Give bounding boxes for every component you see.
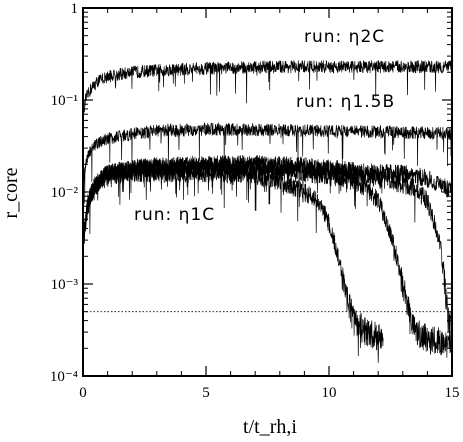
y-tick-label: 1 [71,1,79,17]
annotation-eta15b: run: η1.5B [296,92,395,112]
series-line-6 [82,163,384,363]
y-tick-label: 10⁻² [51,185,79,201]
x-tick-label: 10 [322,385,337,401]
y-tick-label: 10⁻⁴ [50,369,78,385]
tick-labels-layer: 0 5 10 15 10⁻⁴ 10⁻³ 10⁻² 10⁻¹ 1 [50,1,460,401]
x-tick-label: 0 [79,385,87,401]
series-line-4 [82,157,453,346]
x-axis-title: t/t_rh,i [243,416,297,438]
y-axis-title: r_core [0,167,22,218]
x-tick-label: 15 [445,385,460,401]
series-line-2 [82,122,453,204]
annotation-eta1c: run: η1C [134,205,215,225]
series-line-1 [82,60,453,126]
y-tick-label: 10⁻¹ [51,93,78,109]
ticks-layer [82,7,453,377]
annotation-eta2c: run: η2C [304,27,385,47]
x-tick-label: 5 [202,385,210,401]
y-tick-label: 10⁻³ [51,277,79,293]
series-layer [82,60,453,363]
